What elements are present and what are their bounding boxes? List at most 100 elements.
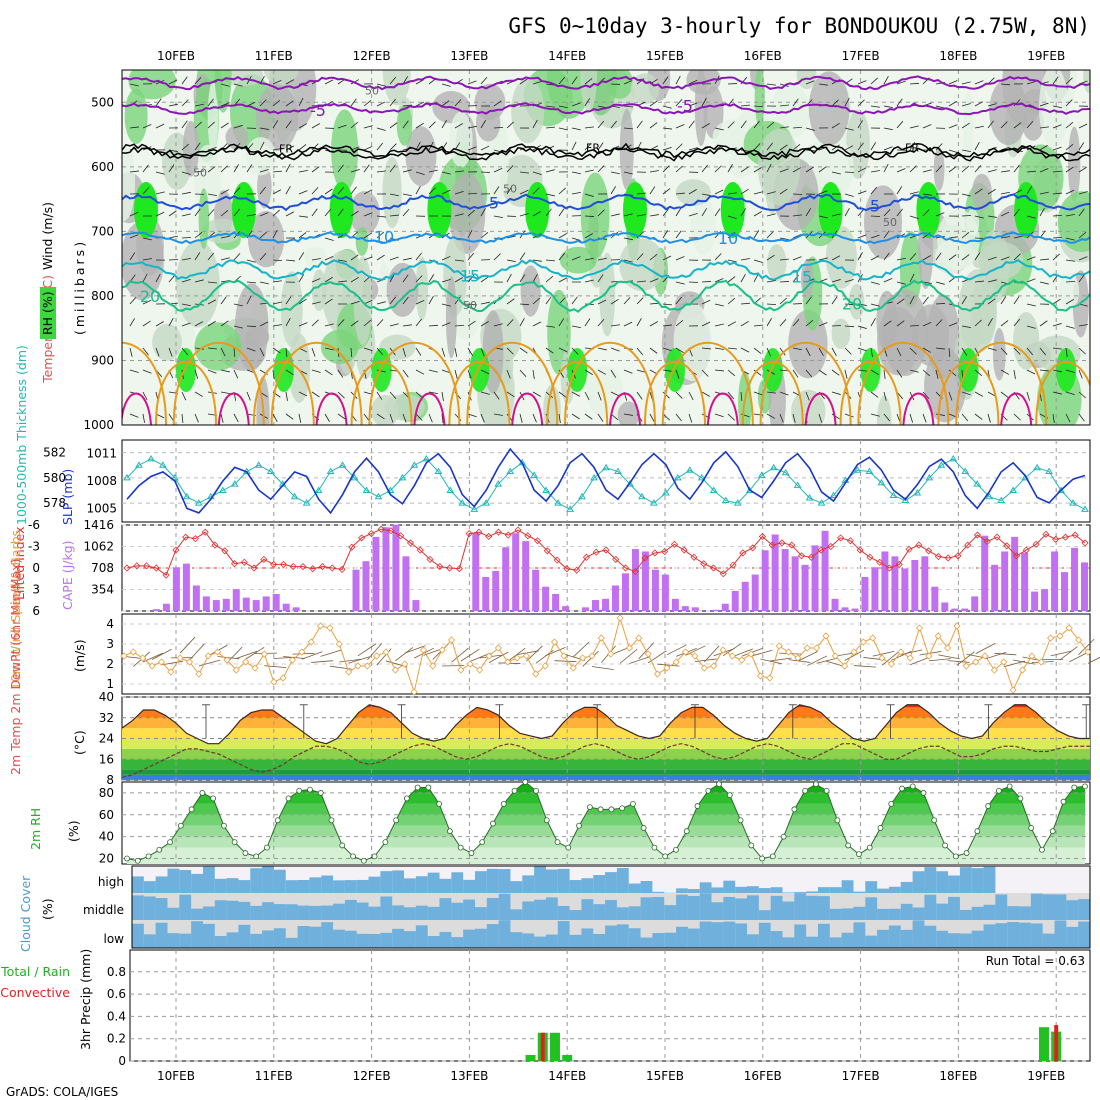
cloud-cell-bg xyxy=(676,866,689,893)
cape-bar xyxy=(981,535,989,611)
cape-bar xyxy=(831,598,839,611)
li-point xyxy=(954,552,962,560)
wind-barb xyxy=(298,347,308,353)
rh2m-point xyxy=(619,805,626,812)
wind-barb xyxy=(506,319,514,327)
rh2m-point xyxy=(673,846,679,853)
wind-barb xyxy=(714,278,724,283)
thickness-point xyxy=(685,466,694,473)
wind10m-point xyxy=(485,652,493,660)
cloud-cell xyxy=(829,908,843,920)
wind10m-point xyxy=(541,662,549,670)
wind-barb xyxy=(194,321,204,327)
wind-barb xyxy=(324,256,334,261)
wind10m-point xyxy=(625,644,633,652)
wind-barb xyxy=(142,237,152,241)
wind-barb xyxy=(259,186,266,195)
wind-barb xyxy=(246,281,256,284)
wind-barb xyxy=(324,276,333,283)
wind-barb xyxy=(688,79,698,85)
cloud-cell xyxy=(971,906,985,920)
wind-barb xyxy=(129,413,139,418)
wind-barb xyxy=(233,187,241,195)
rh2m-point xyxy=(716,781,722,788)
wind-barb xyxy=(922,296,929,305)
cloud-cell xyxy=(983,866,996,893)
wind-barb xyxy=(259,99,267,107)
cape-bar xyxy=(621,573,629,611)
cloud-cell xyxy=(285,904,299,920)
wind-barb xyxy=(558,391,567,398)
wind-barb xyxy=(441,279,451,283)
cloud-cell-bg xyxy=(711,866,724,893)
cloud-cell xyxy=(250,868,263,893)
wind-barb xyxy=(493,186,500,195)
thickness-slp-frame xyxy=(121,439,1091,523)
wind-barb xyxy=(454,296,461,305)
wind-barb xyxy=(974,165,982,173)
wind-barb xyxy=(675,281,685,285)
temp2m-line xyxy=(121,704,1090,745)
wind-barb xyxy=(857,325,867,329)
wind-barb xyxy=(233,124,243,129)
rh-blob xyxy=(520,265,541,317)
wind-barb xyxy=(857,234,867,239)
wind-barb xyxy=(402,208,410,217)
rh-blob xyxy=(263,70,299,84)
precip-tick: 0.8 xyxy=(107,965,126,979)
wind10m-barb xyxy=(844,649,865,661)
cloud-cell xyxy=(959,909,973,920)
slp-line xyxy=(126,447,1086,515)
cloud-cell xyxy=(806,895,819,920)
wind-barb xyxy=(844,207,850,217)
wind-barb xyxy=(298,298,307,305)
wind-barb xyxy=(532,413,537,423)
wind-barb xyxy=(402,324,412,327)
wind10m-point xyxy=(550,638,559,646)
wind-barb xyxy=(649,278,659,283)
wind-barb xyxy=(376,215,386,218)
wind10m-point xyxy=(747,650,755,658)
cape-bar xyxy=(761,550,769,611)
wind-barb xyxy=(610,171,620,175)
cape-bar xyxy=(542,586,550,611)
contour-label-minus5: -5 xyxy=(677,97,693,116)
thickness-point xyxy=(673,473,682,481)
wind-barb xyxy=(935,319,943,327)
wind-barb xyxy=(662,413,670,421)
cloud-cell xyxy=(427,872,441,893)
li-point xyxy=(133,562,141,570)
cape-bar xyxy=(242,597,250,611)
wind10m-point xyxy=(813,644,821,652)
top-date-label: 11FEB xyxy=(255,49,293,63)
cloud-cell-bg xyxy=(806,866,819,893)
wind10m-speed-line xyxy=(120,614,1092,696)
rh-blob xyxy=(1038,70,1069,149)
wind10m-point xyxy=(1084,648,1092,656)
wind-barb xyxy=(714,303,724,307)
wind10m-point xyxy=(373,652,381,660)
wind-barb xyxy=(480,208,486,217)
thickness-point xyxy=(697,473,706,481)
li-point xyxy=(876,558,884,566)
wind-barb xyxy=(532,273,538,283)
wind-barb xyxy=(597,257,607,261)
wind-barb xyxy=(1026,391,1030,401)
wind-barb xyxy=(792,126,803,129)
rh-blob xyxy=(198,188,210,249)
li-point xyxy=(465,530,473,538)
rh2m-point xyxy=(705,787,712,794)
wind-barb xyxy=(220,189,230,195)
cloud-cell-bg xyxy=(877,866,890,893)
cloud-cell xyxy=(569,910,582,920)
wind-barb xyxy=(987,120,994,129)
wind-barb xyxy=(883,230,890,239)
wind-barb xyxy=(285,145,295,151)
wind-barb xyxy=(545,126,555,129)
precip-ticks: 0.80.60.40.20 xyxy=(107,965,126,1068)
wind-barb xyxy=(701,193,711,197)
cape-bar xyxy=(781,549,789,611)
cape-bar xyxy=(222,598,230,611)
wind-barb xyxy=(675,256,685,261)
